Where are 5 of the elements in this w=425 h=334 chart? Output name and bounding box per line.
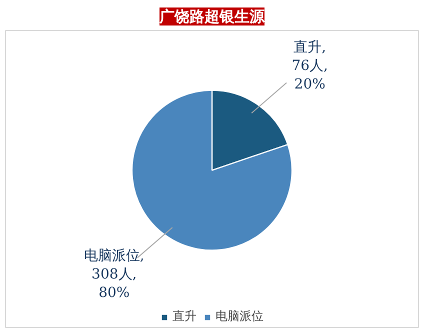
chart-title: 广饶路超银生源 — [158, 8, 266, 26]
data-label: 直升, 76人, 20% — [292, 39, 328, 93]
legend-label: 电脑派位 — [216, 308, 264, 325]
legend-label: 直升 — [172, 308, 196, 325]
data-label: 电脑派位, 308人, 80% — [84, 248, 144, 302]
